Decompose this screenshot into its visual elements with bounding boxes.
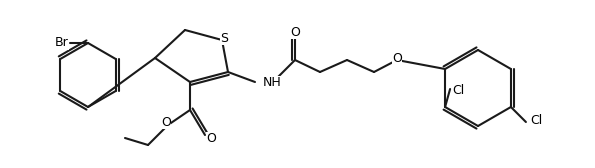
Text: O: O [206,132,216,144]
Text: S: S [220,32,228,45]
Text: O: O [392,52,402,65]
Text: O: O [290,26,300,38]
Text: O: O [161,116,171,129]
Text: NH: NH [263,75,282,89]
Text: Cl: Cl [530,114,542,127]
Text: Br: Br [55,36,69,50]
Text: Cl: Cl [452,85,464,97]
